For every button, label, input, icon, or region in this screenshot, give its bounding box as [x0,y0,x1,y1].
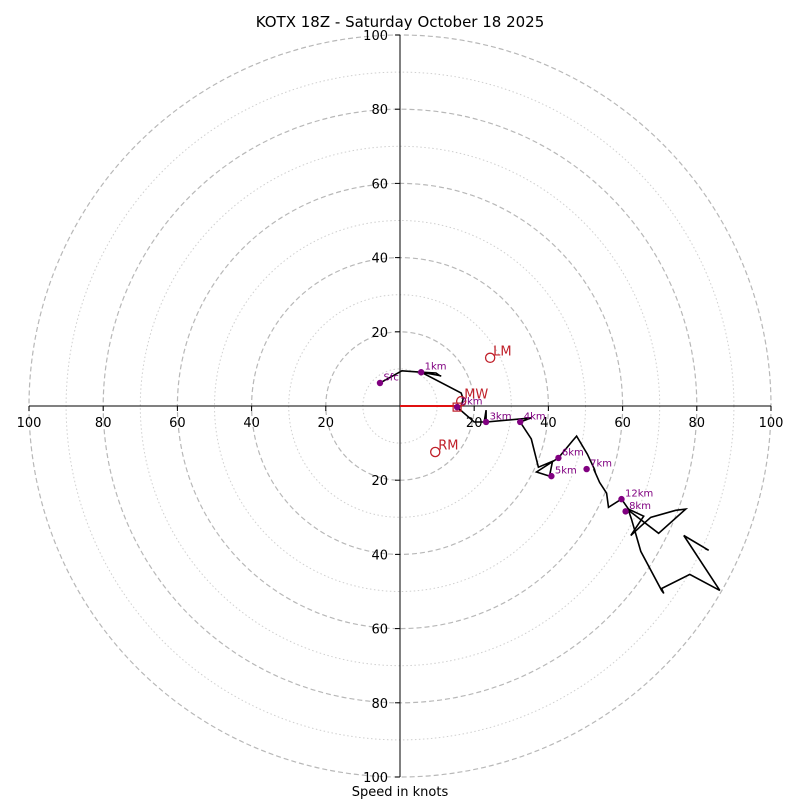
motion-marker-rm [429,446,441,458]
height-label-8km: 8km [629,501,651,512]
height-marker-3km [482,418,490,426]
y-tick-label: 40 [371,548,388,563]
motion-label-mw: MW [464,388,488,403]
x-tick-label: 60 [614,416,631,431]
height-label-6km: 6km [562,447,584,458]
height-marker-6km [555,454,562,462]
height-marker-7km [583,465,590,473]
axes: 100 80 60 40 20 20 40 60 80 100 100 80 60 40 20 20 40 60 8… [17,29,784,786]
height-label-1km: 1km [425,362,447,373]
hodograph-trace-line [379,369,721,594]
y-tick-label: 20 [371,326,388,341]
y-tick-label: 80 [371,697,388,712]
height-marker-4km [517,418,524,426]
x-tick-label: 60 [169,416,186,431]
storm-motion-markers: LM MW RM [400,344,512,458]
height-marker-8km [622,508,629,515]
height-label-12km: 12km [625,489,653,500]
motion-marker-lm [484,352,496,364]
x-tick-label: 80 [689,416,706,431]
y-tick-label: 100 [363,771,388,786]
y-tick-label: 60 [371,177,388,192]
y-tick-label: 40 [371,252,388,267]
height-marker-5km [548,472,555,480]
y-tick-label: 20 [371,474,388,489]
height-marker-12km [618,495,625,503]
hodograph-trace [379,369,721,594]
x-tick-label: 80 [95,416,112,431]
height-label-5km: 5km [555,466,577,477]
height-marker-1km [417,369,425,376]
height-marker-2km [453,403,461,411]
motion-label-lm: LM [493,344,511,359]
height-label-7km: 7km [590,459,612,470]
x-tick-label: 100 [759,416,784,431]
height-marker-sfc [376,379,384,387]
chart-title: KOTX 18Z - Saturday October 18 2025 [256,13,545,31]
x-tick-label: 40 [540,416,557,431]
motion-label-rm: RM [438,439,458,454]
height-label-4km: 4km [524,411,546,422]
height-label-2km: 2km [461,397,483,408]
x-tick-label: 100 [17,416,42,431]
x-tick-label: 20 [318,416,335,431]
y-tick-label: 100 [363,29,388,44]
y-tick-label: 80 [371,103,388,118]
height-label-sfc: Sfc [383,372,398,383]
x-tick-label: 40 [243,416,260,431]
y-tick-label: 60 [371,623,388,638]
x-axis-label: Speed in knots [352,785,449,800]
height-label-3km: 3km [490,411,512,422]
bunkers-mean-square [452,402,462,412]
x-tick-label: 20 [466,416,483,431]
